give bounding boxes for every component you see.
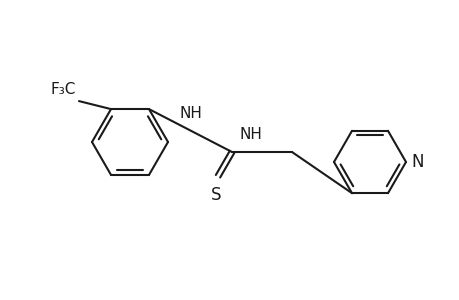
Text: NH: NH <box>239 127 262 142</box>
Text: F₃C: F₃C <box>50 82 76 97</box>
Text: NH: NH <box>179 106 202 121</box>
Text: S: S <box>210 186 221 204</box>
Text: N: N <box>410 153 423 171</box>
